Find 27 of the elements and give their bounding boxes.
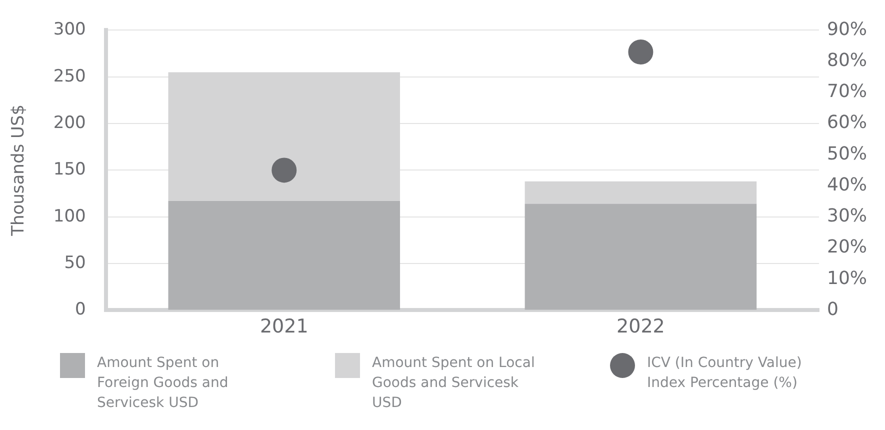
bar xyxy=(524,204,757,310)
y2-tick-label: 40% xyxy=(826,174,868,196)
y-axis-title: Thousands US$ xyxy=(8,104,29,237)
bar xyxy=(524,181,757,204)
bar xyxy=(168,72,400,201)
y2-tick-label: 30% xyxy=(826,206,868,227)
y-tick-label: 0 xyxy=(75,300,86,320)
bar xyxy=(168,201,400,310)
x-tick-label: 2021 xyxy=(260,316,308,338)
y-tick-label: 100 xyxy=(53,206,86,226)
y-tick-label: 300 xyxy=(53,20,86,40)
y-tick-label: 50 xyxy=(64,252,86,273)
x-tick-label: 2022 xyxy=(616,316,665,338)
y2-tick-label: 0 xyxy=(826,298,838,320)
legend-label: Amount Spent on Local Goods and Servicesk USD xyxy=(372,354,536,413)
y2-tick-label: 50% xyxy=(826,143,868,164)
y-tick-label: 250 xyxy=(53,66,86,86)
y2-tick-label: 60% xyxy=(826,112,868,134)
legend-label: ICV (In Country Value) Index Percentage (%) xyxy=(647,354,803,393)
y-tick-label: 200 xyxy=(53,112,86,133)
y-tick-label: 150 xyxy=(53,160,86,180)
y2-tick-label: 70% xyxy=(826,81,868,102)
y2-tick-label: 80% xyxy=(826,50,868,71)
y2-tick-label: 90% xyxy=(826,18,868,40)
y2-tick-label: 10% xyxy=(826,268,868,289)
y2-tick-label: 20% xyxy=(826,236,868,258)
legend-label: Amount Spent on Foreign Goods and Servicesk USD xyxy=(97,354,230,413)
